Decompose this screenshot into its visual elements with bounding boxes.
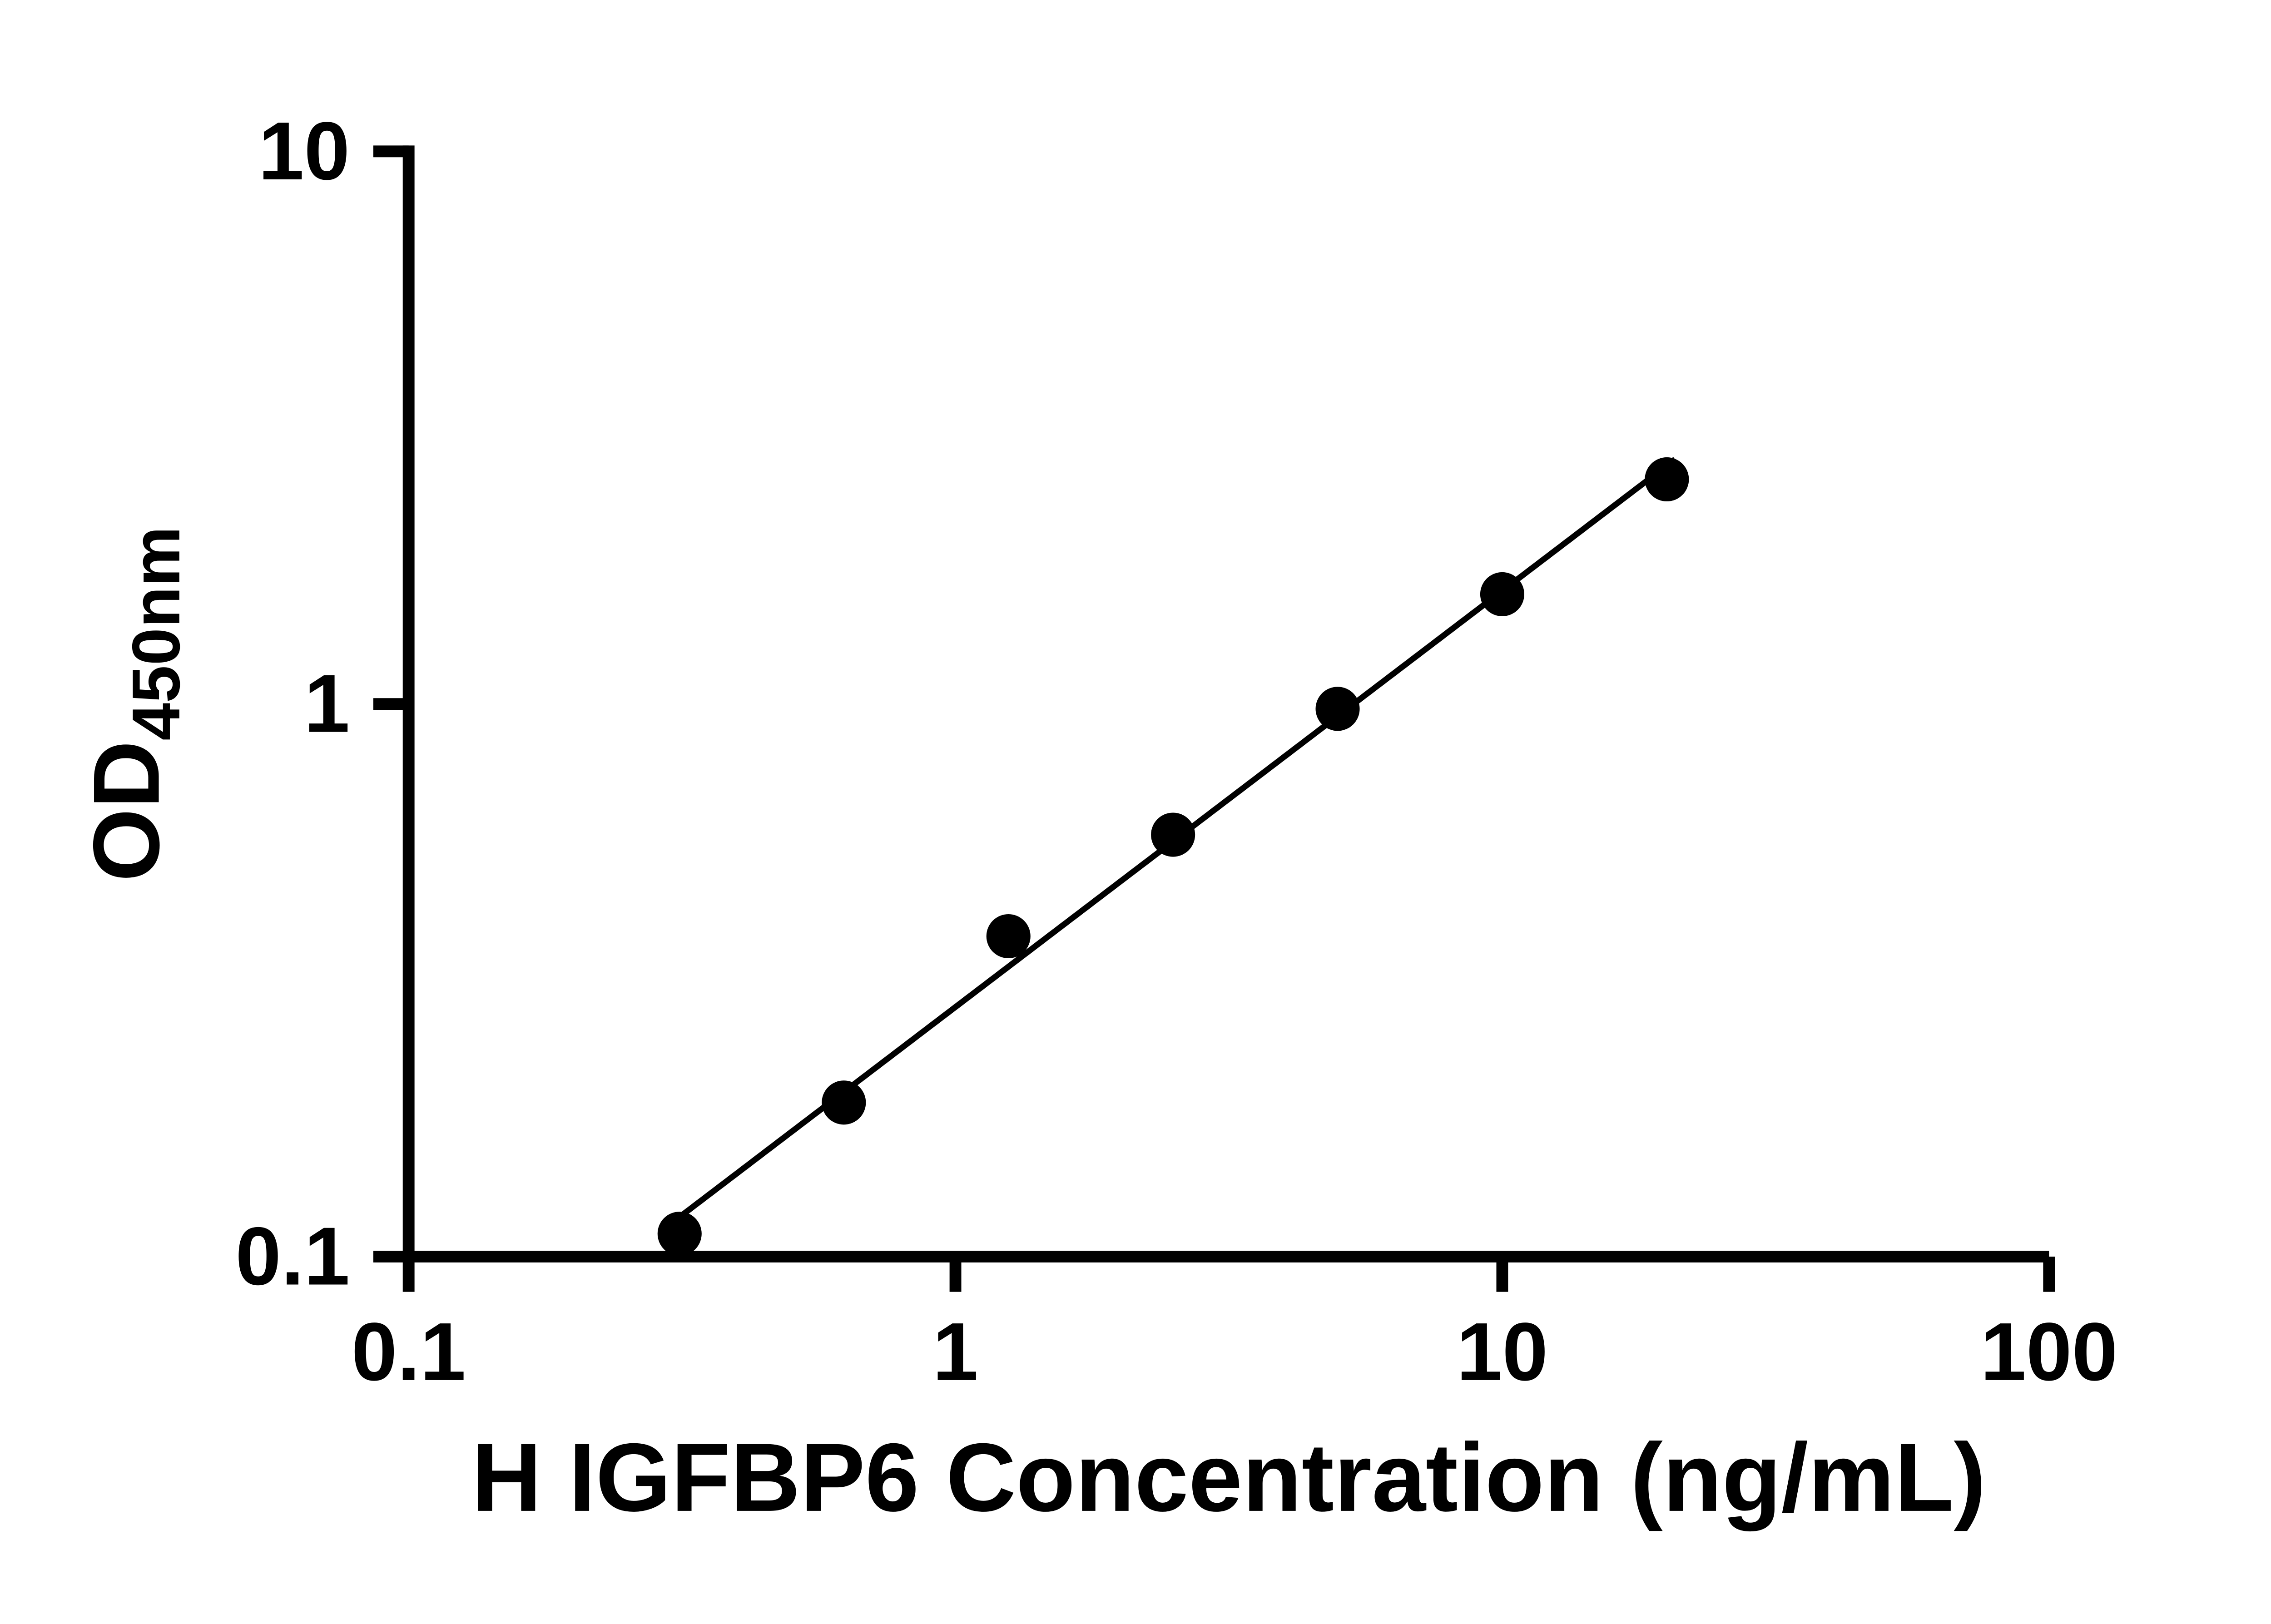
y-axis-title-main: OD (74, 741, 179, 882)
data-point (1645, 457, 1689, 502)
y-tick-label: 10 (258, 105, 350, 197)
data-point (986, 914, 1031, 959)
data-point (1315, 687, 1360, 731)
axis-lines (402, 145, 2049, 1263)
y-axis-title: OD450nm (74, 526, 194, 881)
data-point (1151, 812, 1195, 857)
x-tick-label: 10 (1457, 1306, 1548, 1398)
y-tick-label: 0.1 (235, 1210, 350, 1302)
y-tick-label: 1 (304, 658, 350, 750)
data-point (657, 1212, 702, 1256)
data-point (1480, 572, 1524, 616)
plot-area: 0.1 1 10 100 0.1 1 10 (235, 105, 2117, 1398)
x-axis-title: H IGFBP6 Concentration (ng/mL) (471, 1424, 1986, 1532)
data-point (822, 1080, 866, 1125)
x-tick-label: 100 (1980, 1306, 2117, 1398)
x-tick-label: 1 (932, 1306, 978, 1398)
y-axis-title-subscript: 450nm (118, 526, 194, 741)
x-tick-label: 0.1 (352, 1306, 466, 1398)
